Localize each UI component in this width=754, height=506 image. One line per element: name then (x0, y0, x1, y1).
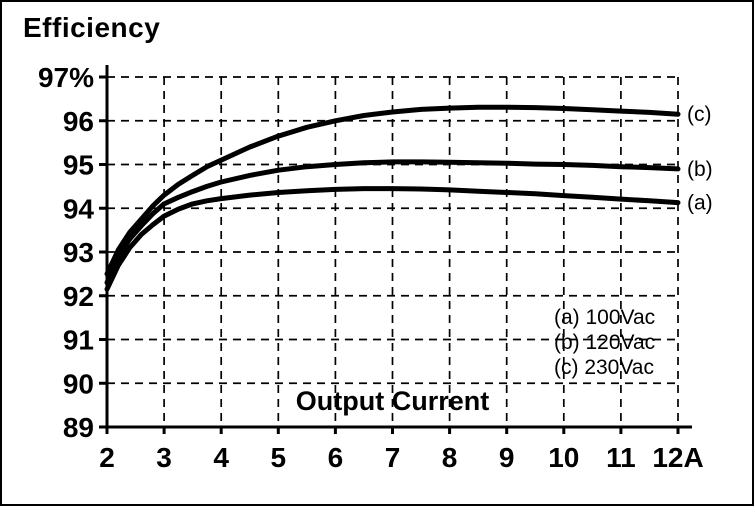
y-tick-label: 94 (63, 193, 95, 224)
x-tick-label: 10 (548, 442, 579, 473)
x-tick-label: 9 (499, 442, 515, 473)
legend-item: (b) 120Vac (554, 331, 655, 354)
y-tick-label: 92 (63, 281, 94, 312)
curve-end-label-a: (a) (687, 192, 713, 215)
x-tick-label: 4 (213, 442, 229, 473)
x-tick-label: 11 (606, 442, 636, 473)
x-tick-label: 5 (271, 442, 287, 473)
x-tick-label: 6 (328, 442, 344, 473)
y-tick-label: 97% (38, 62, 94, 93)
x-tick-label: 8 (442, 442, 458, 473)
y-tick-label: 95 (63, 150, 94, 181)
series-line-b (104, 159, 681, 286)
y-tick-label: 93 (63, 237, 94, 268)
x-tick-label: 2 (99, 442, 115, 473)
y-tick-label: 96 (63, 106, 94, 137)
y-tick-label: 91 (63, 325, 94, 356)
series-line-c (104, 104, 681, 277)
y-tick-label: 90 (63, 368, 94, 399)
series-line-a (104, 186, 681, 292)
x-tick-label: 12A (652, 442, 703, 473)
curve-end-label-b: (b) (687, 158, 713, 181)
y-tick-label: 89 (63, 412, 94, 443)
legend-item: (c) 230Vac (554, 356, 654, 379)
chart-title: Efficiency (23, 12, 161, 43)
legend-item: (a) 100Vac (554, 306, 655, 329)
x-axis-label: Output Current (296, 386, 489, 416)
x-tick-label: 3 (156, 442, 172, 473)
x-tick-label: 7 (385, 442, 401, 473)
curve-end-label-c: (c) (687, 103, 712, 126)
